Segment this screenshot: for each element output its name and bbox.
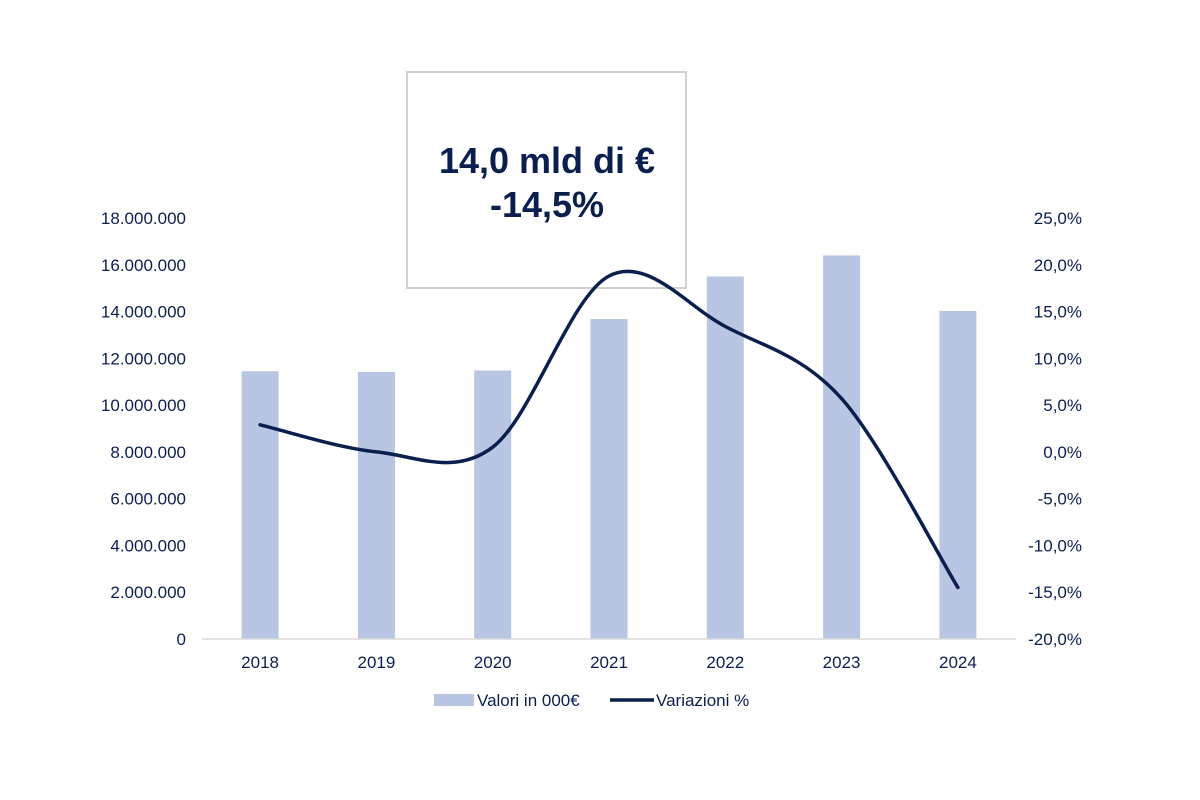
line-layer	[258, 269, 960, 590]
left-tick-label: 14.000.000	[101, 303, 186, 322]
annotation-line1: 14,0 mld di €	[439, 140, 655, 181]
bar-2019	[357, 371, 395, 639]
right-tick-label: 10,0%	[1034, 349, 1082, 368]
bar-2022	[706, 276, 744, 639]
left-tick-label: 12.000.000	[101, 349, 186, 368]
right-tick-label: -10,0%	[1028, 536, 1082, 555]
bars-layer	[241, 255, 977, 639]
x-tick-label: 2018	[241, 653, 279, 672]
x-tick-label: 2020	[474, 653, 512, 672]
x-tick-label: 2022	[706, 653, 744, 672]
left-tick-label: 0	[177, 630, 186, 649]
right-tick-label: -5,0%	[1038, 490, 1082, 509]
bar-2023	[823, 255, 861, 639]
legend-label-line: Variazioni %	[656, 691, 749, 710]
x-axis-ticks: 2018 2019 2020 2021 2022 2023 2024	[241, 653, 977, 672]
left-tick-label: 18.000.000	[101, 209, 186, 228]
right-tick-label: 5,0%	[1043, 396, 1082, 415]
x-tick-label: 2021	[590, 653, 628, 672]
left-tick-label: 6.000.000	[110, 490, 186, 509]
left-tick-label: 2.000.000	[110, 583, 186, 602]
left-tick-label: 8.000.000	[110, 443, 186, 462]
right-tick-label: -20,0%	[1028, 630, 1082, 649]
left-axis-ticks: 0 2.000.000 4.000.000 6.000.000 8.000.000 10.…	[101, 209, 186, 649]
right-tick-label: 20,0%	[1034, 256, 1082, 275]
left-tick-label: 10.000.000	[101, 396, 186, 415]
annotation-box: 14,0 mld di € -14,5%	[406, 71, 687, 289]
x-tick-label: 2019	[357, 653, 395, 672]
bar-2020	[474, 370, 512, 639]
x-tick-label: 2023	[823, 653, 861, 672]
annotation-line2: -14,5%	[490, 184, 604, 225]
left-tick-label: 4.000.000	[110, 536, 186, 555]
right-tick-label: 15,0%	[1034, 303, 1082, 322]
bar-2024	[939, 310, 977, 639]
right-tick-label: -15,0%	[1028, 583, 1082, 602]
right-tick-label: 0,0%	[1043, 443, 1082, 462]
legend-label-bars: Valori in 000€	[477, 691, 580, 710]
legend-swatch-bars	[434, 694, 474, 706]
right-tick-label: 25,0%	[1034, 209, 1082, 228]
line-series-variazioni	[258, 269, 960, 590]
left-tick-label: 16.000.000	[101, 256, 186, 275]
x-tick-label: 2024	[939, 653, 977, 672]
annotation-frame	[406, 71, 687, 289]
legend: Valori in 000€ Variazioni %	[434, 691, 749, 710]
bar-2018	[241, 371, 279, 639]
bar-2021	[590, 319, 628, 639]
right-axis-ticks: -20,0% -15,0% -10,0% -5,0% 0,0% 5,0% 10,0% 15,0…	[1028, 209, 1082, 649]
